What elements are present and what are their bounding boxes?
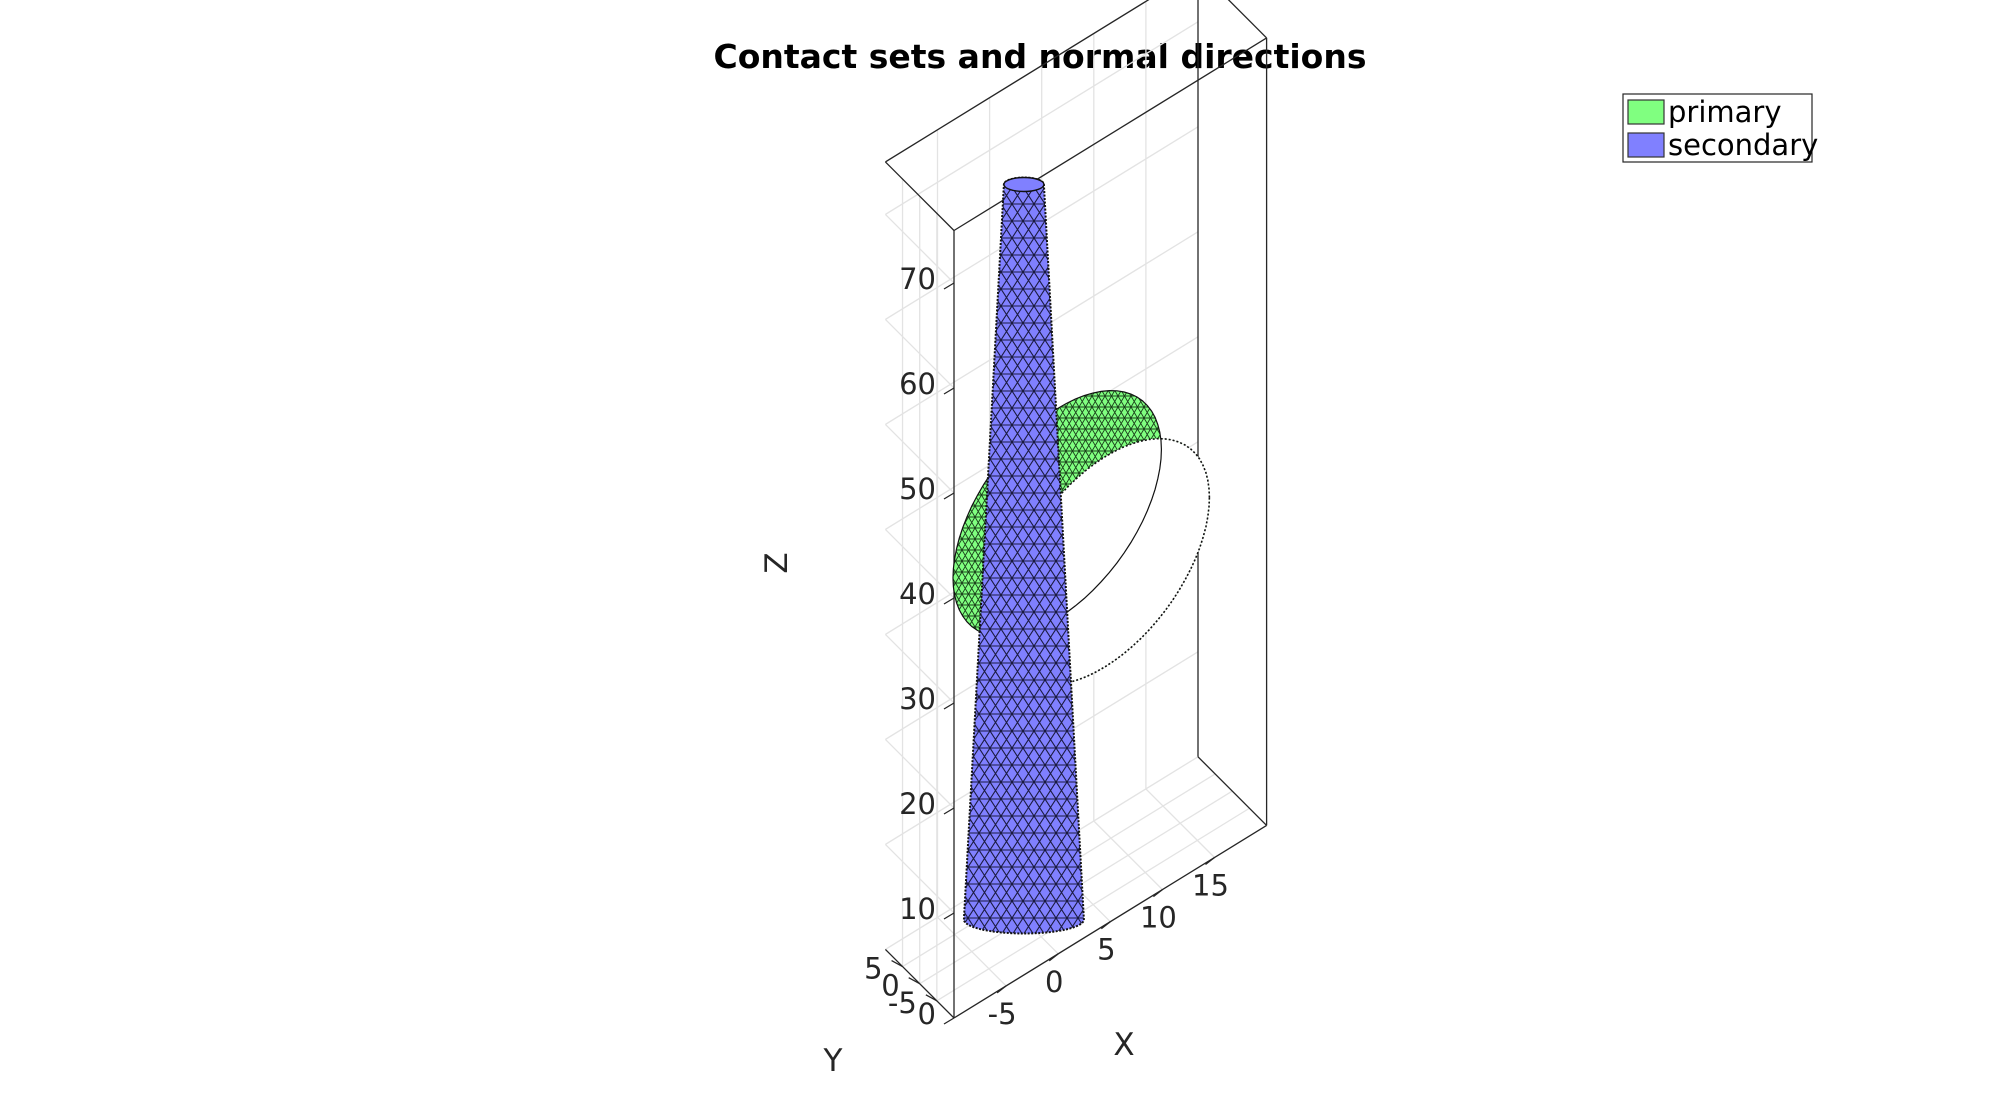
z-tick-mark xyxy=(943,597,955,605)
x-tick-mark xyxy=(1205,856,1215,866)
secondary-cone xyxy=(962,176,1085,935)
y-tick-mark xyxy=(925,994,938,1002)
z-axis-label: Z xyxy=(759,552,795,573)
y-tick-mark xyxy=(891,959,903,968)
x-tick-label: 15 xyxy=(1192,869,1229,903)
secondary-top-cap xyxy=(1003,176,1045,193)
z-axis-ticks: 0 10 20 30 40 50 60 70 xyxy=(899,262,955,1031)
z-tick-label: 40 xyxy=(899,577,936,611)
legend-label-primary: primary xyxy=(1668,95,1782,129)
y-axis-label: Y xyxy=(823,1043,843,1079)
z-tick-label: 30 xyxy=(899,682,936,716)
z-tick-label: 10 xyxy=(899,892,936,926)
legend-label-secondary: secondary xyxy=(1668,128,1818,162)
x-axis-ticks: -5 05 10 15 xyxy=(988,856,1229,1031)
legend-swatch-primary xyxy=(1627,99,1665,125)
z-tick-mark xyxy=(943,492,955,500)
y-tick-label: -5 xyxy=(888,986,917,1020)
legend-swatch-secondary xyxy=(1627,132,1665,158)
z-tick-label: 0 xyxy=(918,997,936,1031)
x-tick-mark xyxy=(1100,921,1111,930)
box-edge xyxy=(1197,756,1268,826)
z-tick-label: 60 xyxy=(899,367,936,401)
box-edge xyxy=(884,161,955,231)
grid-line xyxy=(936,807,1250,1002)
x-tick-mark xyxy=(1048,953,1059,962)
z-tick-label: 70 xyxy=(899,262,936,296)
chart-title: Contact sets and normal directions xyxy=(714,37,1367,76)
x-axis-label: X xyxy=(1113,1027,1134,1063)
x-tick-label: 0 xyxy=(1045,965,1063,999)
z-tick-mark xyxy=(943,912,955,920)
y-axis-ticks: 50-5 xyxy=(864,952,938,1020)
z-tick-mark xyxy=(943,282,955,290)
z-tick-mark xyxy=(943,1017,955,1025)
x-tick-label: 5 xyxy=(1097,933,1115,967)
secondary-surface xyxy=(962,176,1085,935)
z-tick-label: 50 xyxy=(899,472,936,506)
x-tick-label: -5 xyxy=(988,997,1017,1031)
z-tick-mark xyxy=(943,807,955,815)
z-tick-mark xyxy=(943,387,955,395)
box-edge xyxy=(885,0,1150,163)
x-tick-mark xyxy=(996,985,1007,994)
legend[interactable]: primary secondary xyxy=(1622,93,1818,163)
x-tick-label: 10 xyxy=(1140,901,1177,935)
box-edge xyxy=(1227,0,1268,39)
y-tick-label: 5 xyxy=(864,952,882,986)
surfaces xyxy=(952,176,1211,935)
primary-rim-back xyxy=(952,389,1163,638)
z-tick-mark xyxy=(943,702,955,710)
z-tick-label: 20 xyxy=(899,787,936,821)
x-tick-mark xyxy=(1153,889,1163,898)
y-tick-label: 0 xyxy=(881,969,899,1003)
y-tick-mark xyxy=(908,977,921,985)
primary-rim-front xyxy=(1000,437,1211,686)
